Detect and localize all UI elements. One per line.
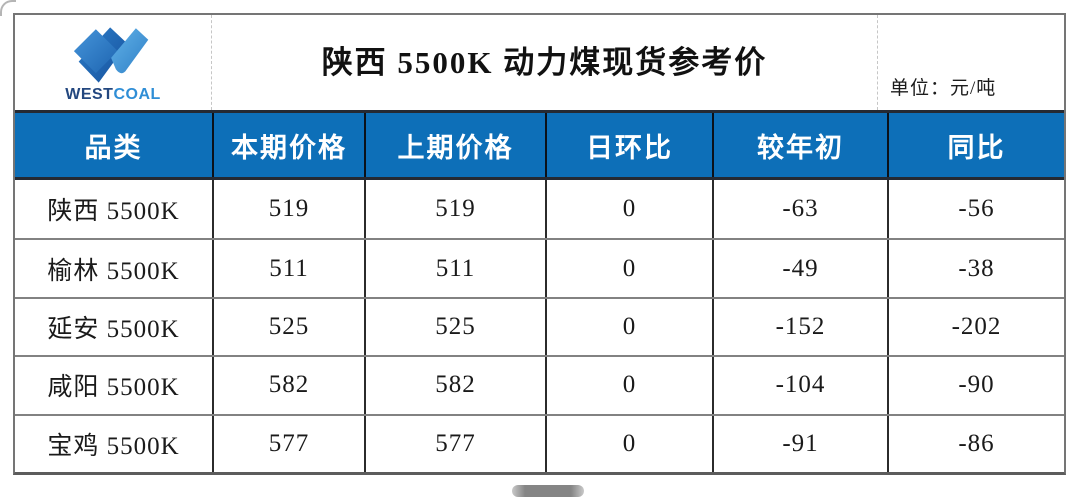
- title-cell: 陕西 5500K 动力煤现货参考价: [212, 15, 877, 110]
- table-row: 延安 5500K 525 525 0 -152 -202: [15, 296, 1064, 356]
- cell-current-price: 511: [212, 240, 364, 297]
- column-header-current-price: 本期价格: [212, 113, 364, 177]
- table-row: 陕西 5500K 519 519 0 -63 -56: [15, 180, 1064, 239]
- cell-daily-change: 0: [545, 415, 712, 472]
- cell-vs-year-start: -63: [712, 180, 887, 239]
- cell-previous-price: 519: [364, 180, 545, 239]
- cell-current-price: 525: [212, 298, 364, 356]
- cell-yoy: -38: [887, 240, 1064, 297]
- unit-label: 单位：元/吨: [890, 78, 997, 99]
- westcoal-logo: WESTCOAL: [15, 15, 212, 110]
- cell-previous-price: 582: [364, 357, 545, 414]
- cell-yoy: -56: [887, 180, 1064, 239]
- cell-category: 宝鸡 5500K: [47, 432, 180, 460]
- cell-vs-year-start: -152: [712, 298, 887, 356]
- table-row: 榆林 5500K 511 511 0 -49 -38: [15, 238, 1064, 297]
- westcoal-logo-icon: [73, 27, 149, 83]
- cell-yoy: -86: [887, 415, 1064, 472]
- column-header-category: 品类: [84, 132, 143, 163]
- unit-cell: 单位：元/吨: [877, 15, 1064, 110]
- cell-category: 榆林 5500K: [47, 257, 180, 285]
- cell-category: 延安 5500K: [47, 315, 180, 343]
- cell-category: 咸阳 5500K: [47, 374, 180, 402]
- cell-previous-price: 525: [364, 298, 545, 356]
- coal-price-table: WESTCOAL 陕西 5500K 动力煤现货参考价 单位：元/吨 品类 本期价…: [13, 13, 1066, 475]
- cell-vs-year-start: -91: [712, 415, 887, 472]
- table-header-row: 品类 本期价格 上期价格 日环比 较年初 同比: [15, 110, 1064, 180]
- wordmark-west: WEST: [65, 86, 114, 103]
- cell-previous-price: 511: [364, 240, 545, 297]
- cell-category: 陕西 5500K: [47, 198, 180, 226]
- cell-daily-change: 0: [545, 357, 712, 414]
- wordmark-coal: COAL: [113, 86, 161, 103]
- cell-current-price: 577: [212, 415, 364, 472]
- table-row: 宝鸡 5500K 577 577 0 -91 -86: [15, 413, 1064, 472]
- cell-yoy: -202: [887, 298, 1064, 356]
- westcoal-wordmark: WESTCOAL: [65, 87, 161, 103]
- table-body: 陕西 5500K 519 519 0 -63 -56 榆林 5500K 511 …: [15, 180, 1064, 472]
- cell-daily-change: 0: [545, 240, 712, 297]
- cell-yoy: -90: [887, 357, 1064, 414]
- column-header-yoy: 同比: [887, 113, 1064, 177]
- title-band: WESTCOAL 陕西 5500K 动力煤现货参考价 单位：元/吨: [15, 15, 1064, 110]
- card-rounded-corner: [0, 0, 16, 16]
- cell-daily-change: 0: [545, 180, 712, 239]
- column-header-previous-price: 上期价格: [364, 113, 545, 177]
- column-header-daily-change: 日环比: [545, 113, 712, 177]
- cell-current-price: 519: [212, 180, 364, 239]
- cell-previous-price: 577: [364, 415, 545, 472]
- cell-vs-year-start: -49: [712, 240, 887, 297]
- drag-handle-pill-icon: [512, 485, 584, 497]
- cell-current-price: 582: [212, 357, 364, 414]
- cell-daily-change: 0: [545, 298, 712, 356]
- table-row: 咸阳 5500K 582 582 0 -104 -90: [15, 355, 1064, 414]
- page-title: 陕西 5500K 动力煤现货参考价: [321, 45, 768, 80]
- column-header-vs-year-start: 较年初: [712, 113, 887, 177]
- cell-vs-year-start: -104: [712, 357, 887, 414]
